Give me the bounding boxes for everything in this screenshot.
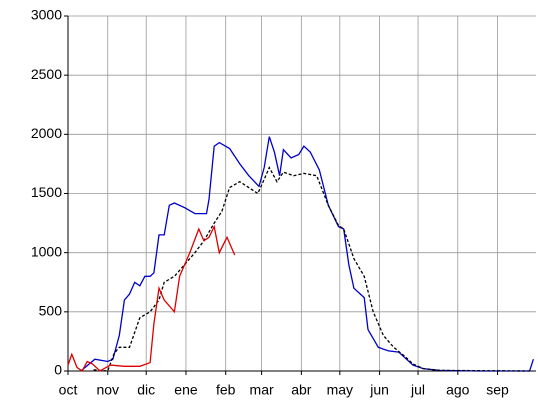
y-tick-label: 1500 bbox=[31, 184, 62, 200]
series-line bbox=[67, 224, 236, 372]
y-tick-label: 0 bbox=[54, 362, 62, 378]
x-tick-label: sep bbox=[486, 382, 509, 398]
y-tick-label: 2500 bbox=[31, 66, 62, 82]
x-tick-label: ene bbox=[174, 382, 198, 398]
x-tick-label: abr bbox=[291, 382, 312, 398]
x-tick-label: jul bbox=[410, 382, 425, 398]
x-tick-label: may bbox=[327, 382, 353, 398]
y-tick-label: 3000 bbox=[31, 7, 62, 23]
x-tick-label: dic bbox=[137, 382, 155, 398]
y-tick-label: 500 bbox=[39, 303, 63, 319]
y-tick-label: 1000 bbox=[31, 243, 62, 259]
series-line bbox=[80, 136, 535, 372]
x-tick-label: feb bbox=[216, 382, 236, 398]
x-tick-label: oct bbox=[59, 382, 78, 398]
x-tick-label: ago bbox=[446, 382, 470, 398]
series-line bbox=[93, 166, 530, 372]
x-tick-label: nov bbox=[96, 382, 119, 398]
y-tick-label: 2000 bbox=[31, 125, 62, 141]
x-tick-label: jun bbox=[369, 382, 389, 398]
x-tick-label: mar bbox=[250, 382, 274, 398]
